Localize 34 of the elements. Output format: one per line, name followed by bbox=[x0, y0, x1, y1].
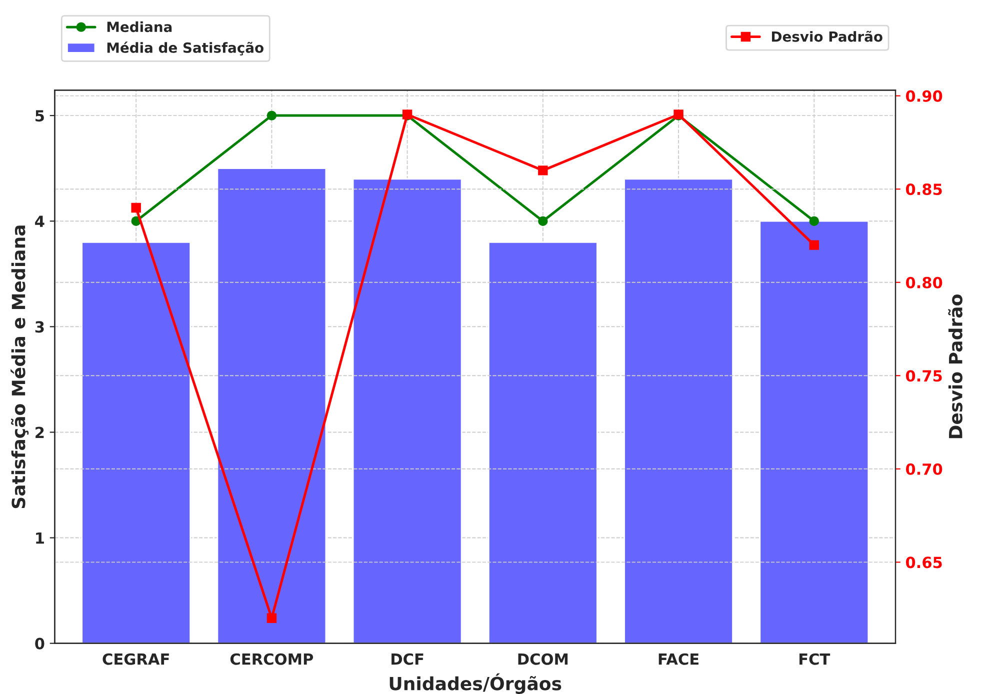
x-tick-label: CEGRAF bbox=[102, 653, 169, 665]
y-tick-label: 1 bbox=[36, 532, 44, 544]
legend-label: Desvio Padrão bbox=[772, 30, 882, 42]
x-tick-label: CERCOMP bbox=[230, 653, 314, 665]
bar bbox=[81, 242, 192, 644]
x-axis-title: Unidades/Órgãos bbox=[390, 673, 562, 694]
y2-tick-label: 0.80 bbox=[906, 276, 942, 288]
y2-tick-label: 0.70 bbox=[906, 463, 942, 475]
point bbox=[538, 166, 548, 176]
point bbox=[809, 240, 819, 250]
y2-axis-title: Desvio Padrão bbox=[948, 294, 962, 438]
y2-tick-label: 0.85 bbox=[906, 184, 942, 196]
point bbox=[131, 202, 141, 213]
y-tick-label: 4 bbox=[35, 216, 44, 227]
y-tick-label: 2 bbox=[36, 426, 44, 438]
y-tick-label: 5 bbox=[36, 110, 44, 122]
y-axis-title: Satisfação Média e Mediana bbox=[10, 226, 29, 508]
y2-tick-label: 0.65 bbox=[906, 556, 942, 568]
x-tick-label: DCF bbox=[392, 653, 424, 665]
y2-tick-label: 0.90 bbox=[906, 90, 942, 102]
y2-tick-label: 0.75 bbox=[906, 370, 942, 382]
bar bbox=[216, 168, 327, 644]
y-tick-label: 3 bbox=[35, 321, 44, 333]
y-tick-label: 0 bbox=[35, 638, 44, 650]
x-tick-label: FACE bbox=[658, 653, 698, 665]
legend-label: Mediana bbox=[107, 21, 172, 32]
bar bbox=[488, 242, 598, 644]
x-tick-label: DCOM bbox=[518, 653, 568, 665]
bar bbox=[759, 220, 870, 644]
bar bbox=[624, 178, 734, 644]
bar bbox=[352, 178, 462, 644]
point bbox=[266, 613, 277, 624]
x-tick-label: FCT bbox=[800, 653, 830, 665]
legend-label: Média de Satisfação bbox=[107, 42, 264, 56]
